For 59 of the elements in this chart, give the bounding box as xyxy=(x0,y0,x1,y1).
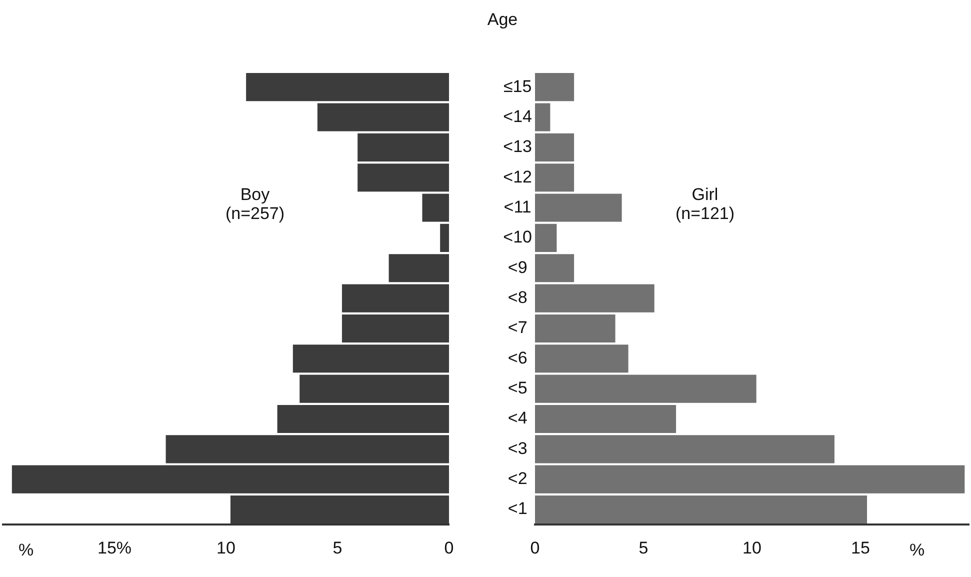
bar xyxy=(535,465,965,494)
annotation: Boy xyxy=(239,185,271,204)
annotation: (n=121) xyxy=(674,204,736,223)
y-tick-label: <14 xyxy=(503,106,532,126)
y-axis-title: Age xyxy=(486,10,519,30)
bar xyxy=(535,164,574,192)
bar xyxy=(535,404,676,434)
bar xyxy=(422,194,449,222)
bar xyxy=(317,103,449,132)
x-axis-title: % xyxy=(18,540,34,560)
y-tick-label: <3 xyxy=(508,438,528,458)
y-tick-label: <5 xyxy=(508,378,528,398)
bar xyxy=(535,254,574,282)
annotation: Girl xyxy=(690,185,720,204)
y-tick-label: <7 xyxy=(508,318,528,338)
bar xyxy=(535,73,574,102)
bar xyxy=(535,224,557,252)
x-tick-label: 0 xyxy=(444,538,454,558)
bar xyxy=(535,344,628,373)
bar xyxy=(440,224,449,252)
y-tick-label: <10 xyxy=(503,228,532,247)
x-tick-label: 5 xyxy=(638,538,648,558)
bar xyxy=(535,435,834,464)
y-tick-label: <8 xyxy=(508,288,528,307)
bar xyxy=(277,404,449,434)
bar xyxy=(300,374,449,403)
bar xyxy=(535,103,550,132)
bar xyxy=(246,73,449,102)
x-tick-label: 10 xyxy=(742,538,762,558)
bar xyxy=(535,495,868,524)
bar xyxy=(388,254,449,282)
y-tick-label: <4 xyxy=(508,408,528,428)
y-tick-label: <11 xyxy=(504,197,532,216)
bar xyxy=(292,344,449,373)
bar xyxy=(342,284,449,312)
bar xyxy=(166,435,449,464)
bar xyxy=(535,133,574,162)
bar xyxy=(342,314,449,343)
y-tick-label: <1 xyxy=(508,499,528,518)
bar xyxy=(535,374,756,403)
x-tick-label: 5 xyxy=(332,538,342,558)
x-tick-label: 0 xyxy=(530,538,540,558)
y-tick-label: <6 xyxy=(508,348,528,368)
bar xyxy=(535,194,622,222)
y-tick-label: <2 xyxy=(508,469,528,488)
annotation: (n=257) xyxy=(224,204,286,223)
x-axis-title: % xyxy=(909,540,925,560)
x-tick-label: 15% xyxy=(97,538,132,558)
bar xyxy=(358,133,449,162)
bar xyxy=(535,314,616,343)
bar xyxy=(358,164,449,192)
x-tick-label: 10 xyxy=(216,538,236,558)
y-tick-label: <13 xyxy=(503,137,532,156)
bar xyxy=(12,465,449,494)
y-tick-label: <9 xyxy=(508,258,528,277)
y-tick-label: <12 xyxy=(503,167,532,186)
bar xyxy=(535,284,654,312)
x-tick-label: 15 xyxy=(851,538,870,558)
y-tick-label: ≤15 xyxy=(503,76,532,96)
